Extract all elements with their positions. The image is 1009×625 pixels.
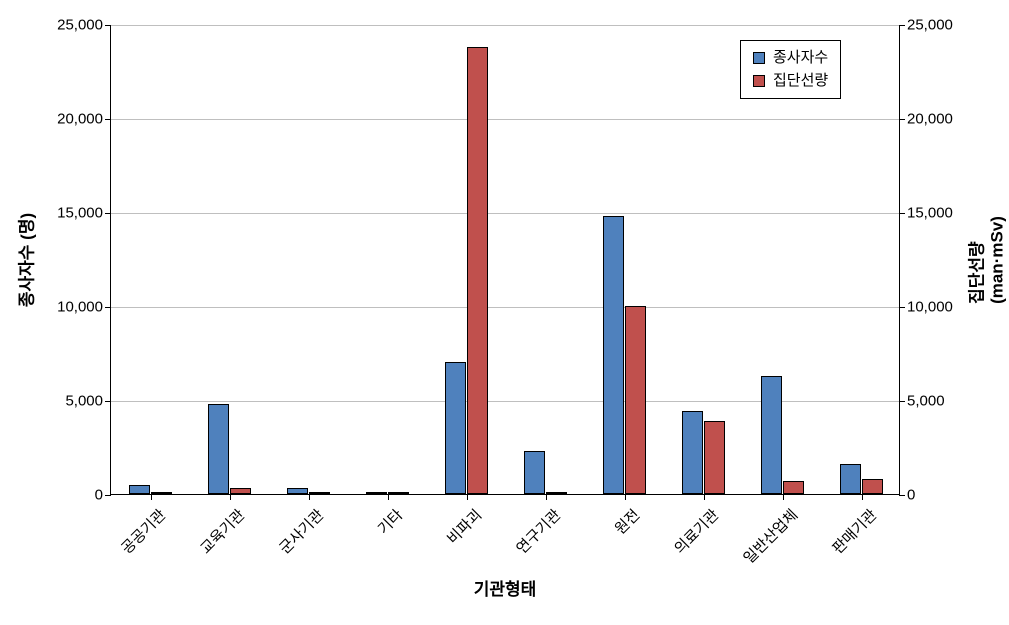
bar xyxy=(287,488,309,494)
legend: 종사자수 집단선량 xyxy=(740,40,841,99)
bar xyxy=(761,376,783,494)
y-tick-label: 0 xyxy=(95,487,111,504)
bar xyxy=(783,481,805,494)
bar xyxy=(704,421,726,494)
bar xyxy=(840,464,862,494)
bar xyxy=(682,411,704,494)
x-tick-label: 일반산업체 xyxy=(734,500,802,568)
bar xyxy=(230,488,252,494)
y2-tick-label: 15,000 xyxy=(899,205,953,222)
y-tick-label: 5,000 xyxy=(65,393,111,410)
y-tick-label: 25,000 xyxy=(57,17,111,34)
y2-tick-label: 20,000 xyxy=(899,111,953,128)
bar xyxy=(309,492,331,494)
legend-swatch-icon xyxy=(753,52,765,64)
y-tick-label: 20,000 xyxy=(57,111,111,128)
legend-label: 집단선량 xyxy=(773,70,828,93)
legend-swatch-icon xyxy=(753,75,765,87)
bar xyxy=(208,404,230,494)
gridline xyxy=(111,307,899,308)
gridline xyxy=(111,119,899,120)
bar xyxy=(467,47,489,494)
legend-label: 종사자수 xyxy=(773,47,828,70)
bar xyxy=(524,451,546,494)
y2-tick-label: 25,000 xyxy=(899,17,953,34)
x-tick-label: 판매기관 xyxy=(822,500,880,558)
x-tick-label: 기타 xyxy=(368,500,407,539)
x-tick-label: 공공기관 xyxy=(111,500,169,558)
gridline xyxy=(111,25,899,26)
y-right-axis-title: 집단선량 (man·mSv) xyxy=(963,216,1008,304)
bar xyxy=(445,362,467,494)
x-tick-label: 원전 xyxy=(605,500,644,539)
bar xyxy=(603,216,625,494)
chart-container: 0 0 5,000 5,000 10,000 10,000 15,000 15,000 20,0… xyxy=(0,0,1009,625)
x-axis-title: 기관형태 xyxy=(474,575,537,600)
x-tick-label: 교육기관 xyxy=(190,500,248,558)
y-tick-label: 15,000 xyxy=(57,205,111,222)
bar xyxy=(862,479,884,494)
bar xyxy=(151,492,173,494)
y2-tick-label: 10,000 xyxy=(899,299,953,316)
bar xyxy=(388,492,410,494)
bar xyxy=(625,306,647,494)
y2-tick-label: 5,000 xyxy=(899,393,945,410)
y2-tick-label: 0 xyxy=(899,487,915,504)
x-tick-label: 비파괴 xyxy=(437,500,485,548)
y-tick-label: 10,000 xyxy=(57,299,111,316)
x-tick-label: 연구기관 xyxy=(506,500,564,558)
bar xyxy=(366,492,388,494)
x-tick-label: 의료기관 xyxy=(664,500,722,558)
bar xyxy=(129,485,151,494)
y-left-axis-title: 종사자수 (명) xyxy=(13,213,38,307)
bar xyxy=(546,492,568,494)
gridline xyxy=(111,213,899,214)
legend-item: 종사자수 xyxy=(753,47,828,70)
legend-item: 집단선량 xyxy=(753,70,828,93)
x-tick-label: 군사기관 xyxy=(269,500,327,558)
